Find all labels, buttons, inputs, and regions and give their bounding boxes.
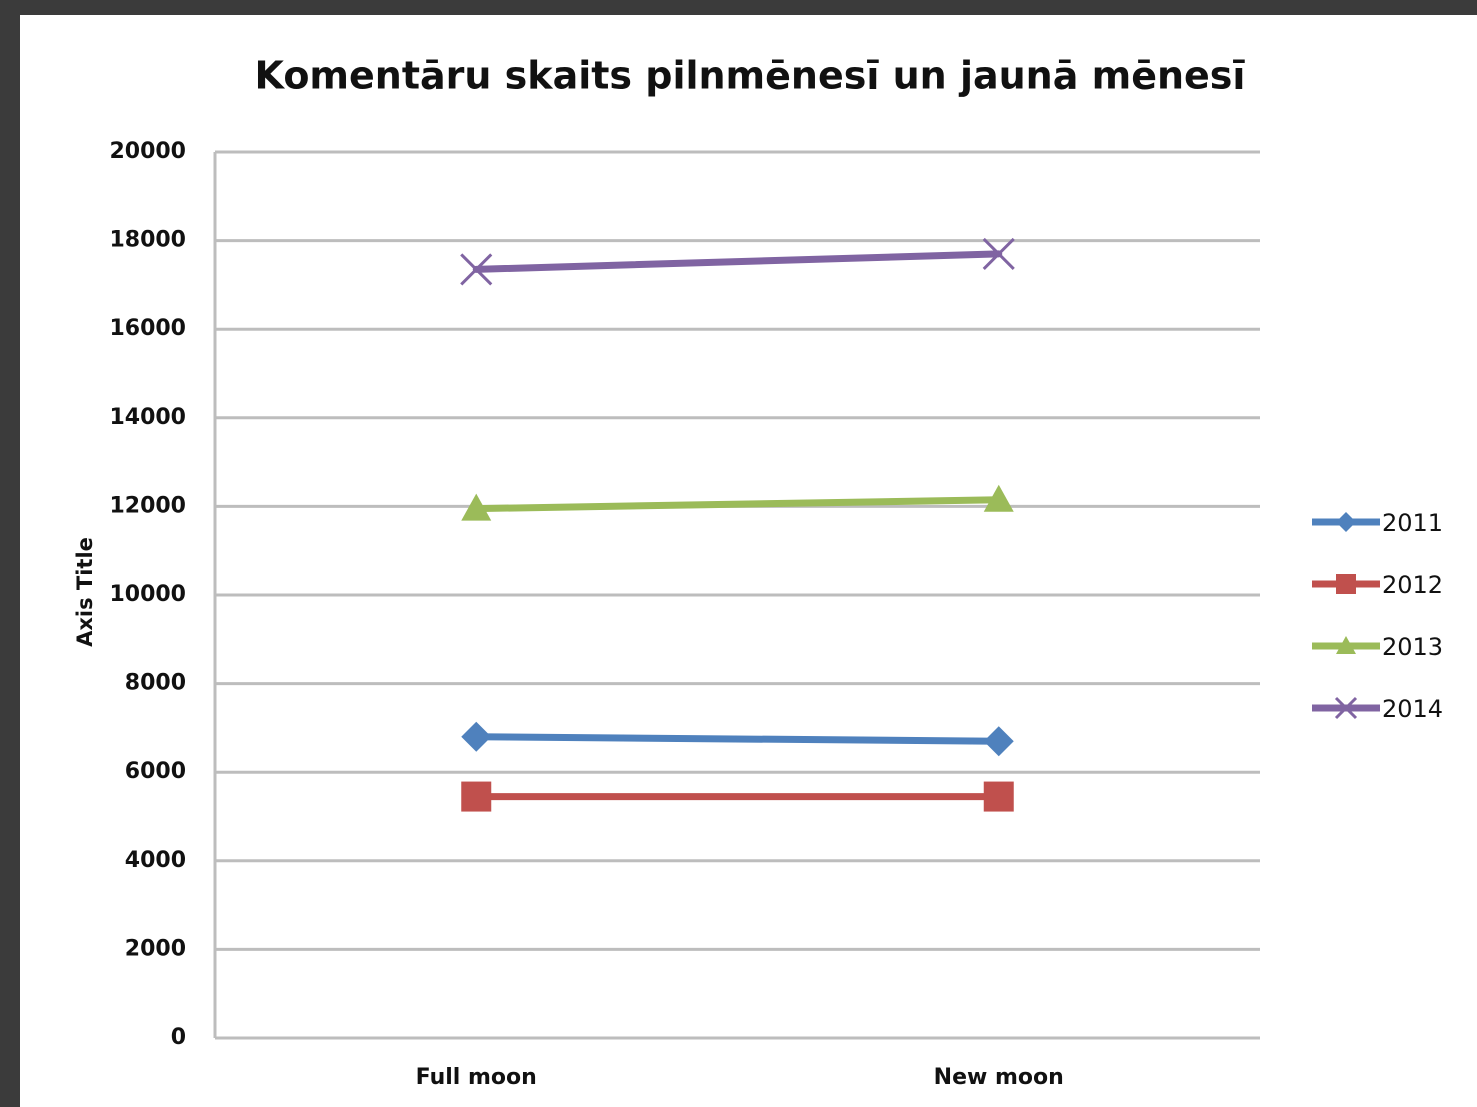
marker <box>983 484 1014 512</box>
y-tick-label: 20000 <box>109 139 186 164</box>
legend-label: 2012 <box>1382 571 1443 599</box>
chart-background <box>20 15 1477 1107</box>
marker <box>983 726 1014 757</box>
marker <box>1336 636 1356 654</box>
series-line <box>472 733 1003 745</box>
y-tick-label: 4000 <box>125 848 186 873</box>
y-tick-label: 2000 <box>125 936 186 961</box>
x-tick-label: New moon <box>934 1065 1064 1090</box>
y-tick-label: 12000 <box>109 493 186 518</box>
y-tick-label: 10000 <box>109 582 186 607</box>
marker <box>982 237 1015 270</box>
marker <box>983 781 1014 812</box>
chart-title: Komentāru skaits pilnmēnesī un jaunā mēn… <box>255 54 1246 98</box>
marker <box>461 721 492 752</box>
x-tick-label: Full moon <box>416 1065 537 1090</box>
series-line <box>472 250 1003 273</box>
series-line <box>472 496 1003 513</box>
y-tick-label: 16000 <box>109 316 186 341</box>
marker <box>1336 512 1356 532</box>
marker <box>1334 696 1358 720</box>
y-tick-label: 6000 <box>125 759 186 784</box>
y-tick-label: 8000 <box>125 671 186 696</box>
y-tick-label: 14000 <box>109 405 186 430</box>
legend-label: 2011 <box>1382 509 1443 537</box>
y-tick-label: 18000 <box>109 228 186 253</box>
legend-label: 2013 <box>1382 633 1443 661</box>
y-axis-title: Axis Title <box>73 537 97 647</box>
marker <box>461 781 492 812</box>
marker <box>460 253 493 286</box>
legend-label: 2014 <box>1382 695 1443 723</box>
marker <box>1336 574 1356 594</box>
y-tick-label: 0 <box>171 1025 186 1050</box>
marker <box>461 493 492 521</box>
